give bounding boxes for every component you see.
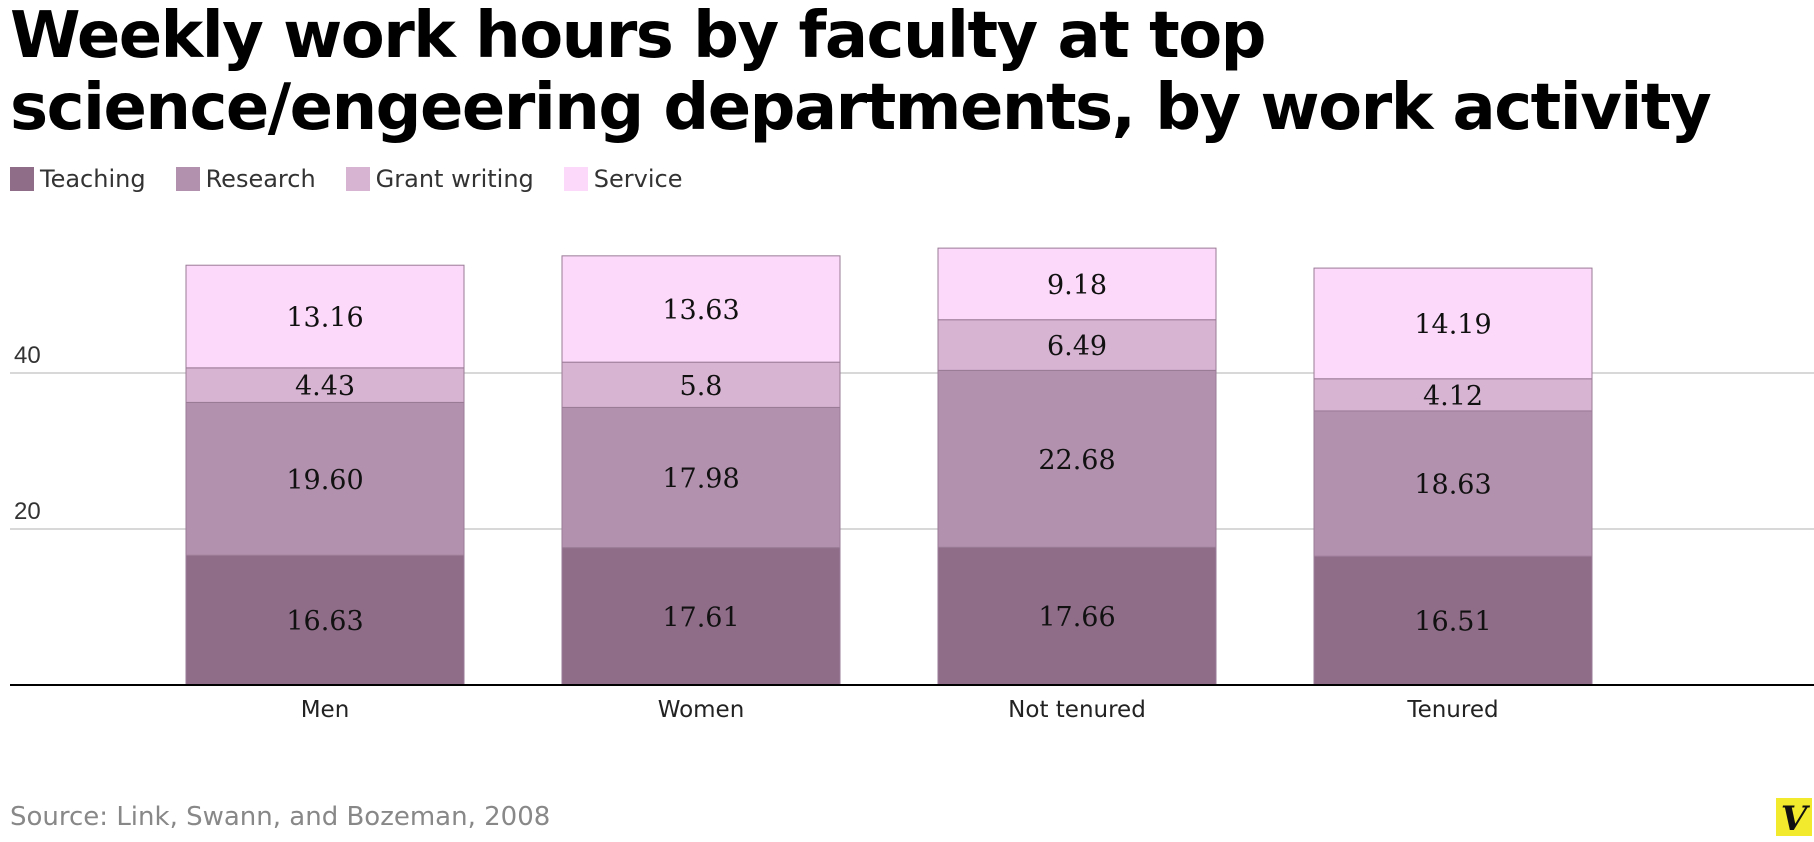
bar-segment-grant-writing-2: [937, 319, 1217, 371]
y-tick-label-40: 40: [14, 342, 41, 369]
legend: Teaching Research Grant writing Service: [10, 165, 712, 193]
data-label-service-0: 13.16: [286, 303, 363, 334]
x-category-label-0: Men: [301, 697, 350, 723]
bar-segment-service-3: [1313, 267, 1593, 380]
data-label-teaching-2: 17.66: [1038, 602, 1115, 633]
data-label-grant-writing-1: 5.8: [680, 371, 723, 402]
legend-label-research: Research: [205, 165, 316, 193]
legend-swatch-service: [563, 167, 588, 191]
x-category-label-1: Women: [658, 697, 745, 723]
data-label-research-3: 18.63: [1414, 470, 1491, 501]
legend-item-grant-writing: Grant writing: [345, 165, 534, 193]
data-label-teaching-3: 16.51: [1414, 607, 1491, 638]
legend-swatch-grant-writing: [345, 167, 370, 191]
bar-segment-research-0: [185, 401, 465, 556]
data-label-grant-writing-3: 4.12: [1423, 381, 1483, 412]
vox-logo-letter: V: [1781, 799, 1811, 836]
stacked-bar-chart: 20 40 16.63 19.60 4.43 13.16 Men 17.61 17.98 5.8 1…: [10, 247, 1814, 723]
bar-segment-research-1: [561, 406, 841, 549]
legend-label-service: Service: [593, 165, 683, 193]
chart-title: Weekly work hours by faculty at top scie…: [10, 0, 1712, 145]
bar-segment-service-2: [937, 247, 1217, 321]
legend-item-service: Service: [563, 165, 683, 193]
legend-swatch-teaching: [10, 167, 34, 191]
legend-label-grant-writing: Grant writing: [375, 165, 534, 193]
x-category-label-3: Tenured: [1406, 697, 1498, 723]
data-label-research-2: 22.68: [1038, 445, 1115, 476]
vox-logo: V: [1776, 798, 1812, 839]
bar-segment-teaching-3: [1313, 555, 1593, 686]
bar-segment-teaching-2: [937, 546, 1217, 686]
data-label-teaching-1: 17.61: [662, 602, 739, 633]
bar-segment-grant-writing-1: [561, 361, 841, 408]
bar-segment-grant-writing-0: [185, 367, 465, 403]
bar-segment-service-1: [561, 255, 841, 363]
legend-swatch-research: [175, 167, 200, 191]
data-label-grant-writing-2: 6.49: [1047, 331, 1107, 362]
legend-item-teaching: Teaching: [10, 165, 146, 193]
data-label-research-1: 17.98: [662, 464, 739, 495]
data-label-research-0: 19.60: [286, 465, 363, 496]
data-label-service-1: 13.63: [662, 295, 739, 326]
data-label-service-3: 14.19: [1414, 309, 1491, 340]
legend-label-teaching: Teaching: [40, 165, 146, 193]
y-tick-label-20: 20: [14, 498, 41, 525]
data-label-teaching-0: 16.63: [286, 606, 363, 637]
bar-segment-teaching-0: [185, 554, 465, 686]
data-label-grant-writing-0: 4.43: [295, 371, 355, 402]
data-label-service-2: 9.18: [1047, 270, 1107, 301]
source-note: Source: Link, Swann, and Bozeman, 2008: [10, 802, 551, 832]
bar-segment-grant-writing-3: [1313, 378, 1593, 412]
bar-segment-service-0: [185, 264, 465, 369]
bar-segment-teaching-1: [561, 547, 841, 686]
x-category-label-2: Not tenured: [1008, 697, 1146, 723]
bar-segment-research-3: [1313, 410, 1593, 557]
legend-item-research: Research: [175, 165, 316, 193]
